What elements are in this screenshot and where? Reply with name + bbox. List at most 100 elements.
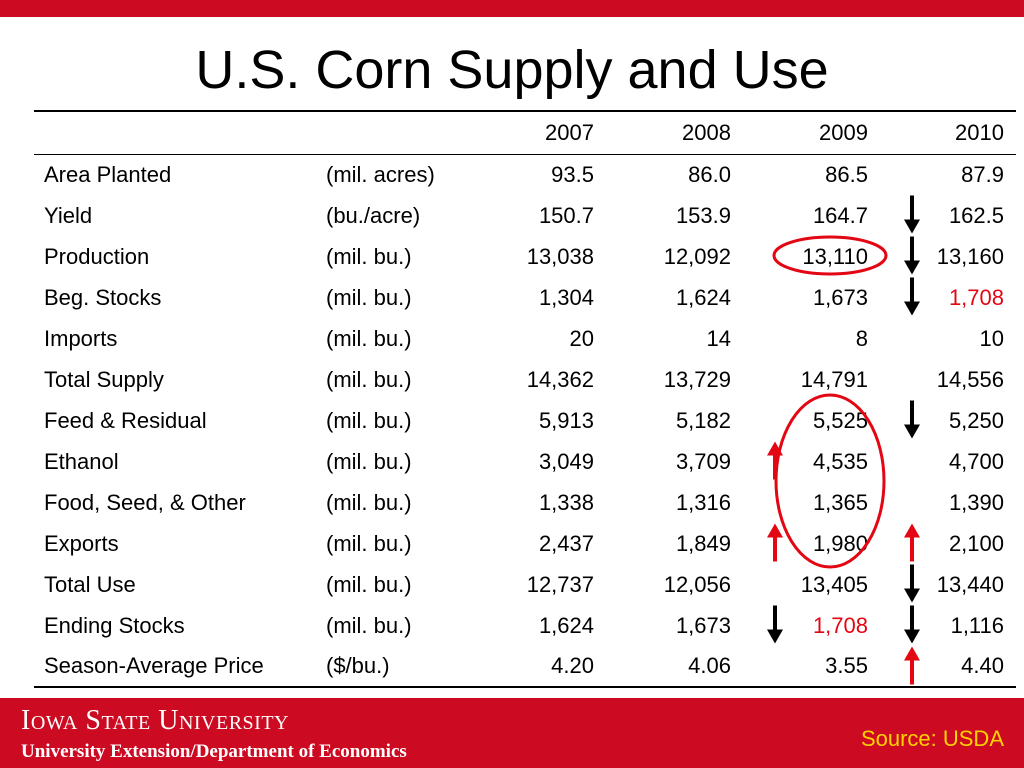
value-cell-2007: 4.20 — [551, 653, 594, 678]
value-cell-2008: 86.0 — [688, 161, 731, 187]
table-row: Exports (mil. bu.) 2,437 1,849 1,980 2,100 — [34, 523, 1016, 564]
value-cell-2007: 1,624 — [538, 612, 594, 638]
value-cell-2008: 1,624 — [675, 284, 731, 310]
row-unit: (mil. bu.) — [326, 243, 412, 269]
supply-use-table: 2007 2008 2009 2010 Area Planted (mil. ac… — [34, 110, 1016, 688]
value-cell-2009: 1,980 — [812, 530, 868, 556]
value-cell-2008: 14 — [706, 325, 731, 351]
row-label: Imports — [44, 325, 118, 351]
table-row: Production (mil. bu.) 13,038 12,092 13,110 13… — [34, 236, 1016, 277]
value-cell-2010: 4.40 — [961, 653, 1004, 678]
value-cell-2007: 93.5 — [551, 161, 594, 187]
value-cell-2008: 12,092 — [663, 243, 731, 269]
table-row: Ending Stocks (mil. bu.) 1,624 1,673 1,708 1,… — [34, 605, 1016, 646]
value-cell-2007: 12,737 — [526, 571, 594, 597]
top-accent-bar — [0, 0, 1024, 17]
value-cell-2008: 153.9 — [675, 202, 731, 228]
value-cell-2007: 3,049 — [538, 448, 594, 474]
row-label: Exports — [44, 530, 119, 556]
row-unit: (mil. bu.) — [326, 284, 412, 310]
table-row: Area Planted (mil. acres) 93.5 86.0 86.5 87.9 — [34, 154, 1016, 195]
value-cell-2009: 13,405 — [800, 571, 868, 597]
value-cell-2010: 13,160 — [936, 243, 1004, 269]
supply-use-table-container: 2007 2008 2009 2010 Area Planted (mil. ac… — [34, 110, 1016, 688]
row-label: Season-Average Price — [44, 653, 264, 678]
footer-bar — [0, 698, 1024, 768]
value-cell-2008: 1,849 — [675, 530, 731, 556]
table-row: Ethanol (mil. bu.) 3,049 3,709 4,535 4,700 — [34, 441, 1016, 482]
department-name: University Extension/Department of Econo… — [21, 741, 407, 762]
value-cell-2010: 10 — [979, 325, 1004, 351]
row-unit: (mil. acres) — [326, 161, 435, 187]
table-body: Area Planted (mil. acres) 93.5 86.0 86.5 87.9… — [34, 154, 1016, 687]
table-row: Total Supply (mil. bu.) 14,362 13,729 14,791… — [34, 359, 1016, 400]
value-cell-2007: 20 — [569, 325, 594, 351]
value-cell-2009: 86.5 — [825, 161, 868, 187]
header-year-2007: 2007 — [545, 119, 594, 145]
table-row: Food, Seed, & Other (mil. bu.) 1,338 1,316 1… — [34, 482, 1016, 523]
row-unit: (mil. bu.) — [326, 489, 412, 515]
value-cell-2010: 4,700 — [948, 448, 1004, 474]
header-item — [34, 111, 316, 154]
row-unit: (mil. bu.) — [326, 325, 412, 351]
value-cell-2008: 1,316 — [675, 489, 731, 515]
row-label: Feed & Residual — [44, 407, 207, 433]
row-label: Food, Seed, & Other — [44, 489, 246, 515]
header-year-2008: 2008 — [682, 119, 731, 145]
value-cell-2010: 1,390 — [948, 489, 1004, 515]
value-cell-2008: 13,729 — [663, 366, 731, 392]
row-unit: ($/bu.) — [326, 653, 390, 678]
header-year-2009: 2009 — [819, 119, 868, 145]
table-row: Season-Average Price ($/bu.) 4.20 4.06 3.55 4… — [34, 646, 1016, 687]
value-cell-2010: 162.5 — [948, 202, 1004, 228]
value-cell-2008: 5,182 — [675, 407, 731, 433]
row-unit: (mil. bu.) — [326, 407, 412, 433]
value-cell-2009: 1,708 — [812, 612, 868, 638]
value-cell-2010: 2,100 — [948, 530, 1004, 556]
row-unit: (bu./acre) — [326, 202, 421, 228]
row-label: Yield — [44, 202, 93, 228]
value-cell-2009: 14,791 — [800, 366, 868, 392]
value-cell-2009: 4,535 — [812, 448, 868, 474]
value-cell-2007: 1,304 — [538, 284, 594, 310]
value-cell-2009: 8 — [855, 325, 868, 351]
row-unit: (mil. bu.) — [326, 571, 412, 597]
value-cell-2009: 1,365 — [812, 489, 868, 515]
value-cell-2009: 1,673 — [812, 284, 868, 310]
value-cell-2010: 13,440 — [936, 571, 1004, 597]
value-cell-2007: 2,437 — [538, 530, 594, 556]
value-cell-2008: 4.06 — [688, 653, 731, 678]
value-cell-2009: 3.55 — [825, 653, 868, 678]
value-cell-2010: 5,250 — [948, 407, 1004, 433]
row-label: Area Planted — [44, 161, 172, 187]
value-cell-2009: 164.7 — [812, 202, 868, 228]
value-cell-2008: 3,709 — [675, 448, 731, 474]
row-unit: (mil. bu.) — [326, 530, 412, 556]
value-cell-2010: 14,556 — [936, 366, 1004, 392]
row-label: Ethanol — [44, 448, 119, 474]
source-label: Source: USDA — [860, 726, 1004, 751]
value-cell-2009: 13,110 — [802, 243, 868, 269]
table-row: Imports (mil. bu.) 20 14 8 10 — [34, 318, 1016, 359]
value-cell-2008: 12,056 — [663, 571, 731, 597]
table-row: Yield (bu./acre) 150.7 153.9 164.7 162.5 — [34, 195, 1016, 236]
row-label: Production — [44, 243, 150, 269]
value-cell-2007: 13,038 — [526, 243, 594, 269]
value-cell-2007: 14,362 — [526, 366, 594, 392]
value-cell-2007: 150.7 — [538, 202, 594, 228]
row-unit: (mil. bu.) — [326, 366, 412, 392]
table-row: Total Use (mil. bu.) 12,737 12,056 13,405 13,… — [34, 564, 1016, 605]
row-label: Total Use — [44, 571, 136, 597]
header-unit — [316, 111, 470, 154]
value-cell-2010: 87.9 — [961, 161, 1004, 187]
value-cell-2010: 1,708 — [948, 284, 1004, 310]
row-unit: (mil. bu.) — [326, 612, 412, 638]
header-year-2010: 2010 — [955, 119, 1004, 145]
value-cell-2007: 1,338 — [538, 489, 594, 515]
university-wordmark: Iowa State University — [21, 705, 289, 736]
value-cell-2007: 5,913 — [538, 407, 594, 433]
table-header-row: 2007 2008 2009 2010 — [34, 111, 1016, 154]
row-unit: (mil. bu.) — [326, 448, 412, 474]
value-cell-2010: 1,116 — [950, 612, 1004, 638]
value-cell-2008: 1,673 — [675, 612, 731, 638]
